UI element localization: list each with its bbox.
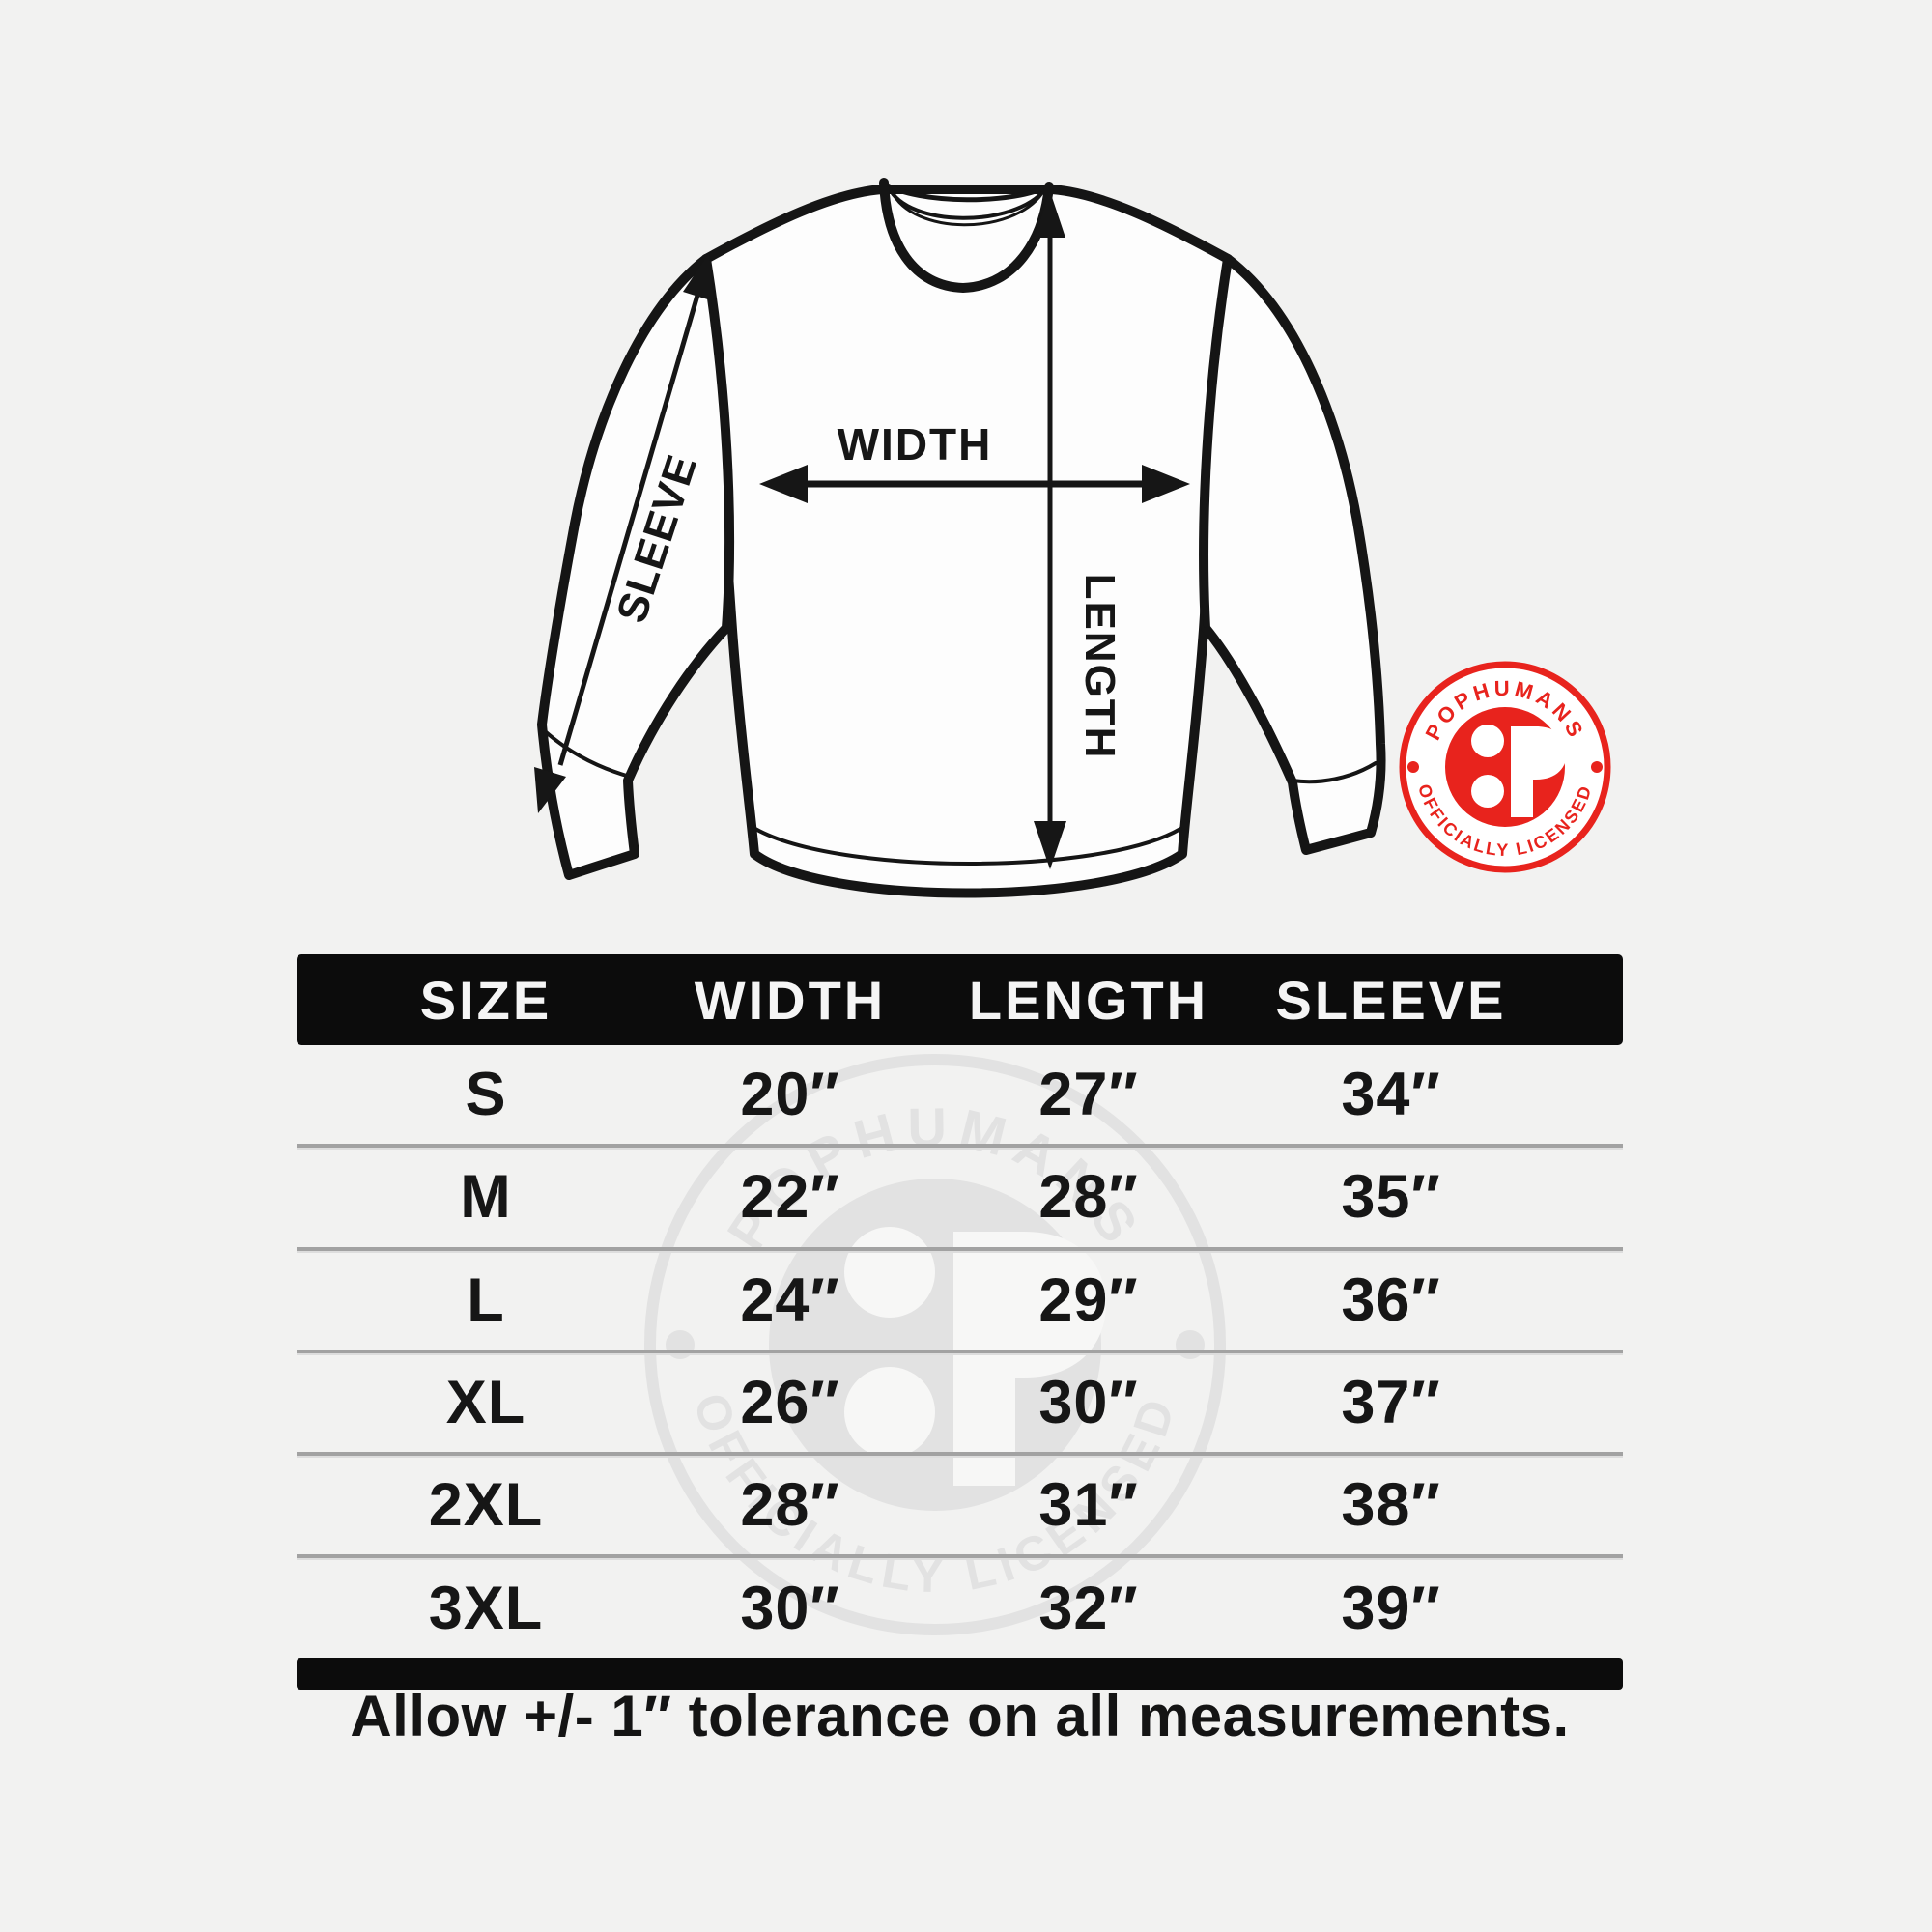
badge-left-dot [1407,761,1419,773]
cell-sleeve: 34″ [1341,1061,1441,1129]
cell-width: 20″ [740,1061,840,1129]
table-row: L 24″ 29″ 36″ [297,1246,1623,1350]
cell-sleeve: 37″ [1341,1369,1441,1437]
length-arrow [1034,191,1066,869]
cell-size: 3XL [428,1574,544,1642]
badge-p-monogram-icon [1471,724,1567,817]
sweatshirt-right-sleeve [1199,254,1386,855]
table-bottom-bar [297,1657,1623,1690]
width-arrow [759,465,1190,503]
licensed-badge: POPHUMANS OFFICIALLY LICENSED [1399,661,1611,873]
table-row: S 20″ 27″ 34″ [297,1045,1623,1144]
table-row: 3XL 30″ 32″ 39″ [297,1554,1623,1657]
cell-size: XL [445,1369,526,1437]
cell-size: L [467,1265,505,1334]
header-sleeve: SLEEVE [1275,970,1507,1031]
cell-length: 29″ [1038,1265,1139,1334]
length-measure-label: LENGTH [1076,574,1123,760]
cell-length: 28″ [1038,1163,1139,1232]
table-row: M 22″ 28″ 35″ [297,1144,1623,1246]
table-row: 2XL 28″ 31″ 38″ [297,1452,1623,1554]
cell-sleeve: 36″ [1341,1265,1441,1334]
size-table: SIZE WIDTH LENGTH SLEEVE S 20″ 27″ 34″ M… [297,954,1623,1690]
tolerance-note: Allow +/- 1″ tolerance on all measuremen… [350,1684,1570,1748]
sleeve-arrow [534,253,714,813]
cell-sleeve: 39″ [1341,1574,1441,1642]
badge-right-dot [1591,761,1603,773]
size-table-header: SIZE WIDTH LENGTH SLEEVE [297,954,1623,1045]
header-size: SIZE [419,970,553,1031]
cell-size: M [460,1163,512,1232]
header-width: WIDTH [694,970,887,1031]
cell-sleeve: 35″ [1341,1163,1441,1232]
width-measure-label: WIDTH [838,419,993,469]
cell-size: S [465,1061,507,1129]
cell-length: 27″ [1038,1061,1139,1129]
cell-length: 32″ [1038,1574,1139,1642]
cell-width: 24″ [740,1265,840,1334]
sweatshirt-body [701,185,1233,898]
sweatshirt-seams [542,263,1378,866]
cell-width: 30″ [740,1574,840,1642]
cell-sleeve: 38″ [1341,1471,1441,1540]
table-row: XL 26″ 30″ 37″ [297,1349,1623,1452]
cell-length: 31″ [1038,1471,1139,1540]
cell-width: 22″ [740,1163,840,1232]
sweatshirt-drawing [537,178,1386,898]
cell-width: 28″ [740,1471,840,1540]
cell-size: 2XL [428,1471,544,1540]
cell-width: 26″ [740,1369,840,1437]
header-length: LENGTH [968,970,1209,1031]
cell-length: 30″ [1038,1369,1139,1437]
